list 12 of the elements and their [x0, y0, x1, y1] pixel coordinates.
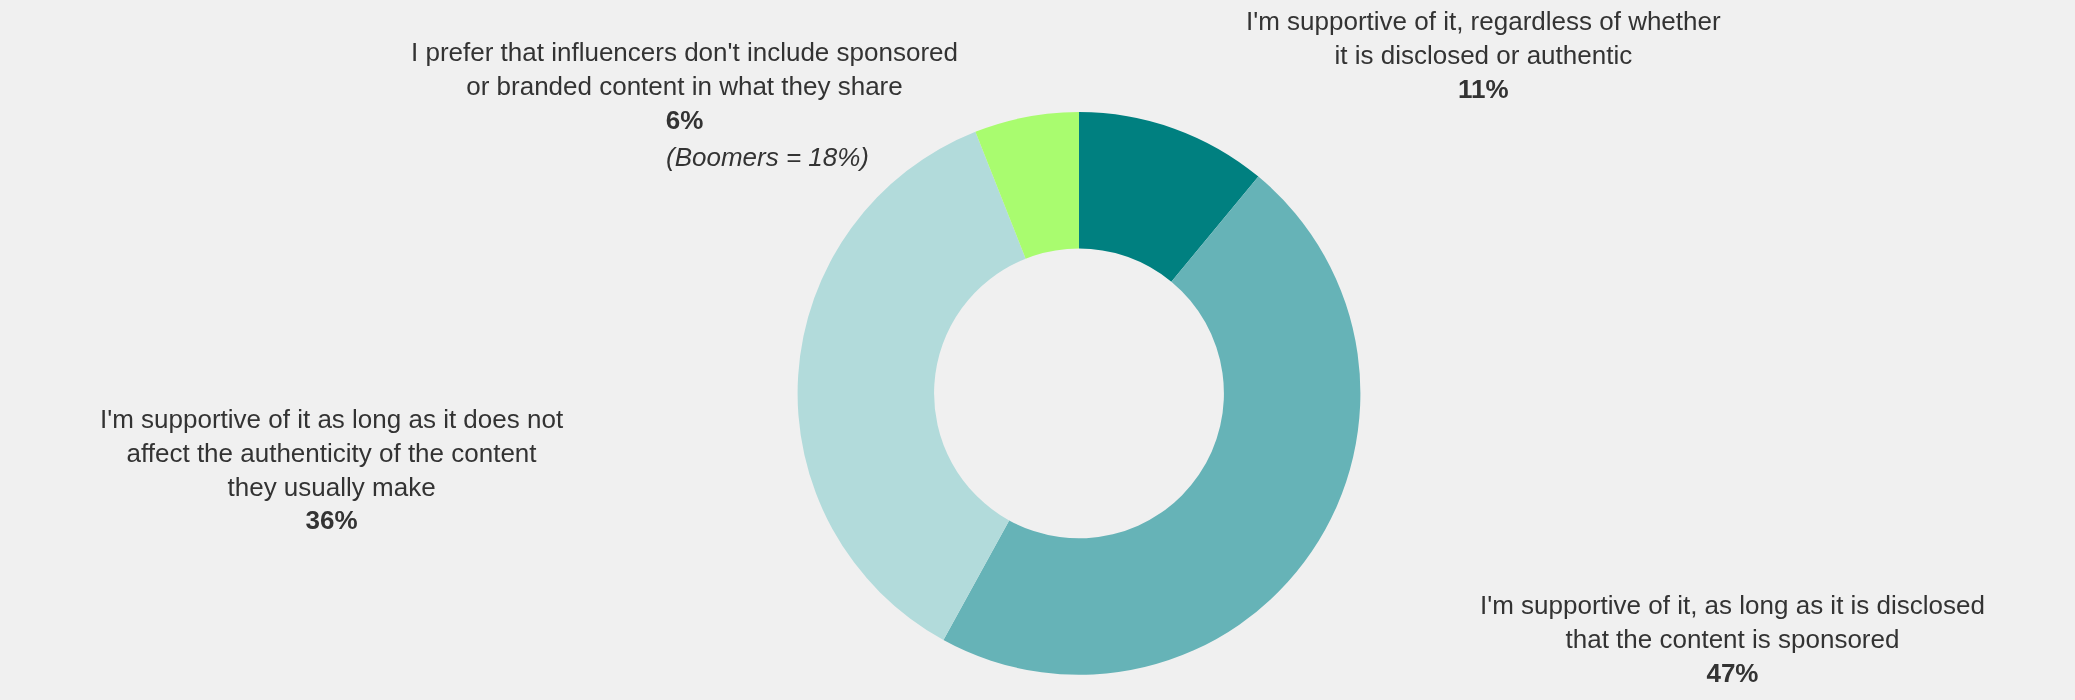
data-label: 36%	[305, 505, 358, 536]
data-label: 6%	[665, 104, 704, 135]
slice-label: I'm supportive of it, as long as it is disclosed that the content is sponsored	[1480, 590, 1985, 654]
donut-slice	[1079, 112, 1259, 282]
slice-label: I prefer that influencers don't include sponsored or branded content in what they share	[411, 37, 958, 101]
data-label: 11%	[1458, 73, 1509, 104]
donut-slice	[943, 176, 1361, 675]
data-label: 47%	[1706, 657, 1759, 688]
slice-label: I'm supportive of it as long as it does not affect the authenticity of the content they usually make	[100, 404, 564, 502]
donut-slice	[975, 112, 1079, 259]
text: (Boomers = 18%)	[666, 142, 870, 172]
slice-label: I'm supportive of it, regardless of whether it is disclosed or authentic	[1246, 6, 1721, 70]
